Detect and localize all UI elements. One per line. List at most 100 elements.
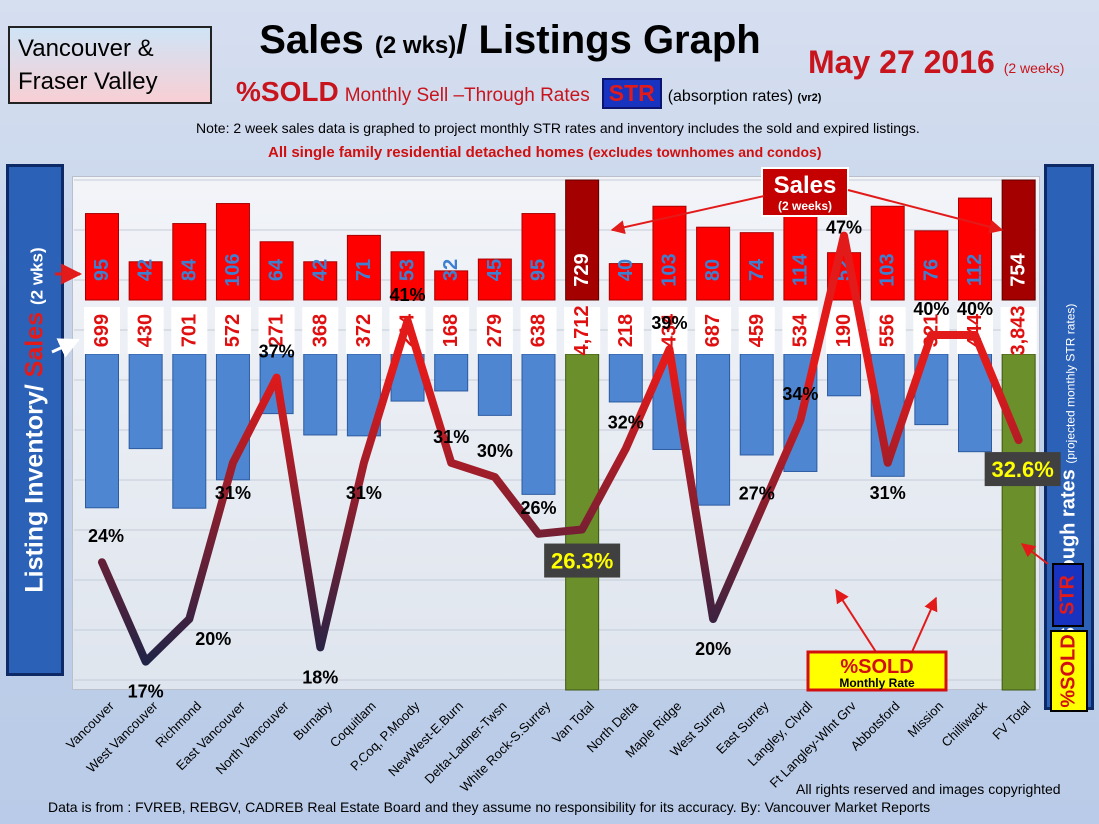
sales-value-label: 42	[135, 259, 157, 281]
inventory-value-label: 368	[309, 314, 331, 347]
sales-bar	[521, 213, 556, 301]
region-line1: Vancouver &	[18, 35, 154, 62]
pct-label: 17%	[128, 682, 164, 702]
sales-value-label: 95	[528, 259, 550, 281]
inventory-value-label: 687	[702, 314, 724, 347]
inventory-label-box	[957, 307, 993, 354]
callouts: Sales (2 weeks) %SOLD Monthly Rate	[51, 167, 1049, 692]
sales-value-label: 103	[658, 253, 680, 286]
inventory-value-label: 372	[353, 314, 375, 347]
region-box: Vancouver & Fraser Valley	[8, 26, 212, 104]
inventory-bar	[172, 353, 207, 509]
note-text: Note: 2 week sales data is graphed to pr…	[196, 120, 920, 136]
sales-value-label: 754	[1008, 252, 1030, 286]
sales-bar	[346, 234, 381, 301]
pct-label: 30%	[477, 441, 513, 461]
inventory-bar	[608, 353, 643, 403]
inventory-label-box	[345, 307, 382, 354]
sales-bar	[652, 205, 687, 301]
inventory-label-box	[476, 307, 513, 354]
chart-title: Sales (2 wks)/ Listings Graph	[230, 18, 790, 63]
sales-value-label: 32	[440, 259, 462, 281]
date-note: (2 weeks)	[1003, 60, 1065, 76]
sales-bar	[259, 241, 294, 301]
sales-bar	[608, 263, 643, 301]
sales-arrow-right	[847, 189, 1004, 234]
sales-bar	[565, 179, 600, 301]
sales-bar	[477, 258, 512, 301]
sold-rest: Monthly Sell –Through Rates	[344, 85, 590, 106]
pct-label: 40%	[957, 299, 993, 319]
sales-bar	[870, 205, 905, 301]
inventory-value-label: 168	[440, 314, 462, 347]
sales-value-label: 103	[877, 253, 899, 286]
inventory-label-box	[520, 307, 557, 354]
pct-label: 20%	[195, 629, 231, 649]
inventory-value-label: 279	[484, 314, 506, 347]
inventory-value-label: 459	[746, 314, 768, 347]
str-tag: STR	[1052, 563, 1084, 627]
str-badge: STR	[601, 78, 662, 110]
pct-label: 32%	[608, 413, 644, 433]
total-pct-label: 32.6%	[991, 457, 1053, 482]
inventory-label-box	[127, 307, 164, 354]
sales-bar	[1001, 179, 1036, 301]
x-tick-label: Chilliwack	[938, 698, 990, 750]
sales-bar	[914, 230, 949, 301]
pct-sold-tag: %SOLD	[1050, 630, 1088, 712]
sales-value-label: 71	[353, 259, 375, 281]
pct-label: 34%	[782, 384, 818, 404]
sales-value-label: 95	[91, 259, 113, 281]
title-main: Sales	[259, 18, 375, 62]
sold-arrow-2	[911, 596, 938, 653]
sales-value-label: 112	[964, 254, 986, 286]
region-line2: Fraser Valley	[18, 68, 158, 95]
inventory-value-label: 190	[833, 314, 855, 347]
x-tick-label: Ft Langley-Wlnt Grv	[767, 698, 860, 791]
footer-source: Data is from : FVREB, REBGV, CADREB Real…	[48, 799, 931, 815]
report-date: May 27 2016 (2 weeks)	[808, 44, 1064, 81]
sales-value-label: 45	[484, 259, 506, 281]
inventory-bar	[958, 353, 992, 453]
x-tick-label: Delta-Ladner-Twsn	[421, 698, 509, 786]
pct-label: 18%	[302, 667, 338, 687]
inventory-bar	[128, 353, 163, 450]
inventory-value-label: 218	[615, 314, 637, 347]
sales-bar	[390, 251, 425, 301]
fv-arrow	[1020, 543, 1049, 565]
inventory-bar	[521, 353, 556, 495]
sales-value-label: 74	[746, 258, 768, 281]
title-end: / Listings Graph	[456, 18, 761, 62]
pct-label: 20%	[695, 639, 731, 659]
sales-value-label: 729	[571, 253, 593, 286]
sold-arrow-1	[835, 588, 877, 653]
sales-bar	[958, 197, 992, 301]
total-pct-box	[984, 452, 1061, 487]
total-pct-label: 26.3%	[551, 549, 613, 574]
sales-bar	[172, 223, 207, 301]
absorption-note: (absorption rates)	[667, 88, 794, 105]
sales-bar	[85, 213, 119, 301]
x-tick-label: Burnaby	[290, 698, 335, 743]
sales-bar	[434, 270, 469, 301]
inventory-label-box	[869, 307, 906, 354]
pct-label: 24%	[88, 526, 124, 546]
pct-label: 41%	[390, 285, 426, 305]
inventory-value-label: 434	[658, 313, 680, 347]
inventory-value-label: 534	[789, 313, 811, 347]
sales-value-label: 106	[222, 253, 244, 286]
pct-label: 37%	[259, 342, 295, 362]
pct-label: 31%	[870, 483, 906, 503]
sold-callout-title: %SOLD	[840, 656, 913, 678]
sold-label: %SOLD	[236, 76, 339, 107]
sales-value-label: 76	[920, 259, 942, 281]
pct-labels: 24% 17% 20% 31% 37% 18% 31% 41% 31% 30% 26% 26.3% 32…	[88, 218, 1061, 702]
inventory-value-label: 701	[178, 314, 200, 347]
sales-bar	[215, 203, 250, 301]
sales-value-label: 64	[266, 258, 288, 281]
subtitle-line: %SOLD Monthly Sell –Through Rates STR (abso…	[236, 76, 822, 110]
version-note: (vr2)	[797, 92, 822, 104]
sales-callout-sub: (2 weeks)	[778, 199, 832, 213]
x-tick-label: Mission	[904, 698, 946, 740]
sales-bar	[739, 232, 774, 301]
